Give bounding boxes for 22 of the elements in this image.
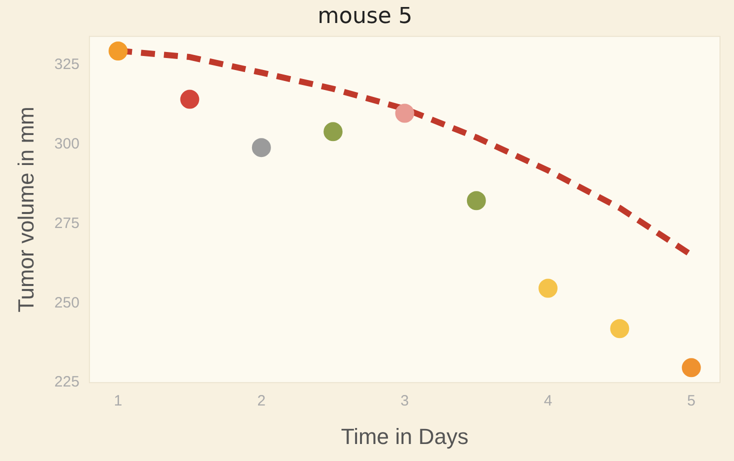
point bbox=[538, 278, 558, 298]
point bbox=[395, 104, 414, 123]
point bbox=[180, 90, 200, 109]
x-axis-title: Time in Days bbox=[340, 424, 468, 449]
y-tick-label: 325 bbox=[54, 56, 80, 74]
point bbox=[610, 319, 630, 338]
x-tick-label: 4 bbox=[544, 392, 552, 410]
y-tick-label: 250 bbox=[54, 294, 80, 312]
point bbox=[324, 122, 343, 142]
y-axis-title: Tumor volume in mm bbox=[13, 106, 38, 312]
chart-title: mouse 5 bbox=[318, 4, 412, 29]
point bbox=[466, 191, 486, 210]
x-tick-label: 3 bbox=[400, 392, 409, 410]
point bbox=[252, 138, 271, 158]
x-tick-label: 5 bbox=[687, 392, 696, 410]
y-tick-label: 225 bbox=[54, 374, 80, 391]
point bbox=[682, 358, 701, 378]
y-tick-label: 275 bbox=[54, 214, 80, 232]
point bbox=[108, 42, 128, 61]
y-tick-label: 300 bbox=[54, 136, 80, 153]
x-tick-label: 2 bbox=[257, 392, 266, 410]
x-tick-label: 1 bbox=[114, 392, 122, 410]
